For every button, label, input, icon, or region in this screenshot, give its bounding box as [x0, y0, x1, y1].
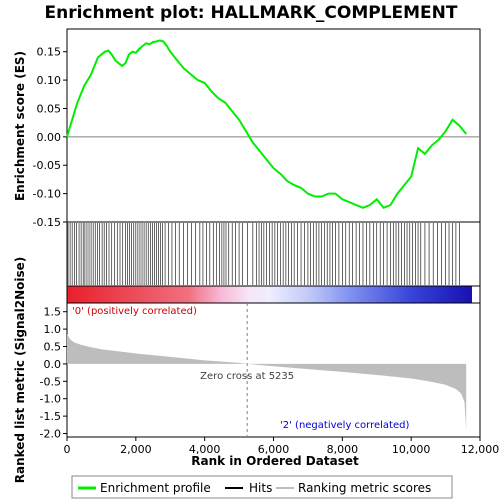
- positive-correlation-label: '0' (positively correlated): [72, 306, 197, 317]
- legend-box: [71, 475, 453, 499]
- x-tick-label: 8,000: [327, 443, 359, 456]
- x-tick-label: 10,000: [392, 443, 431, 456]
- metric-y-axis-label: Ranked list metric (Signal2Noise): [13, 257, 27, 484]
- legend-item-enrichment: Enrichment profile: [100, 481, 211, 495]
- x-tick-label: 2,000: [120, 443, 152, 456]
- chart-title: Enrichment plot: HALLMARK_COMPLEMENT: [44, 3, 457, 23]
- es-y-tick-label: 0.15: [37, 46, 62, 59]
- legend: Enrichment profile Hits Ranking metric s…: [71, 475, 453, 499]
- es-panel: -0.15 -0.10 -0.05 0.00 0.05 0.10 0.15 Enrichme…: [13, 28, 481, 229]
- zero-cross-label: Zero cross at 5235: [200, 371, 294, 382]
- rank-color-bar: [66, 285, 481, 304]
- metric-y-tick-label: -2.0: [40, 428, 61, 441]
- metric-y-tick-label: 1.5: [44, 306, 62, 319]
- x-tick-label: 0: [64, 443, 71, 456]
- legend-item-ranking: Ranking metric scores: [298, 481, 431, 495]
- x-tick-label: 4,000: [189, 443, 221, 456]
- es-panel-frame: [66, 28, 481, 223]
- x-tick-label: 6,000: [258, 443, 290, 456]
- es-y-axis-label: Enrichment score (ES): [13, 51, 27, 201]
- rank-gradient: [67, 286, 472, 303]
- es-y-tick-label: -0.15: [33, 216, 61, 229]
- metric-y-axis: -2.0 -1.5 -1.0 -0.5 0.0 0.5 1.0 1.5: [40, 306, 67, 441]
- metric-y-tick-label: 0.5: [44, 341, 62, 354]
- metric-y-tick-label: -1.0: [40, 393, 61, 406]
- es-y-tick-label: 0.05: [37, 102, 62, 115]
- legend-item-hits: Hits: [249, 481, 272, 495]
- es-y-tick-label: 0.10: [37, 74, 62, 87]
- ranking-metric-area: [67, 334, 467, 430]
- metric-y-tick-label: 0.0: [44, 358, 62, 371]
- es-y-axis: -0.15 -0.10 -0.05 0.00 0.05 0.10 0.15: [33, 46, 67, 229]
- enrichment-profile-line: [66, 39, 467, 210]
- metric-y-tick-label: -1.5: [40, 410, 61, 423]
- x-tick-label: 12,000: [461, 443, 500, 456]
- x-axis-label: Rank in Ordered Dataset: [191, 454, 359, 468]
- es-y-tick-label: 0.00: [37, 131, 62, 144]
- es-y-tick-label: -0.10: [33, 188, 61, 201]
- metric-y-tick-label: -0.5: [40, 375, 61, 388]
- es-y-tick-label: -0.05: [33, 159, 61, 172]
- metric-y-tick-label: 1.0: [44, 323, 62, 336]
- negative-correlation-label: '2' (negatively correlated): [280, 420, 409, 431]
- hit-marks: [67, 223, 460, 285]
- hits-panel: [66, 221, 481, 287]
- x-axis: 0 2,000 4,000 6,000 8,000 10,000 12,000: [64, 437, 500, 456]
